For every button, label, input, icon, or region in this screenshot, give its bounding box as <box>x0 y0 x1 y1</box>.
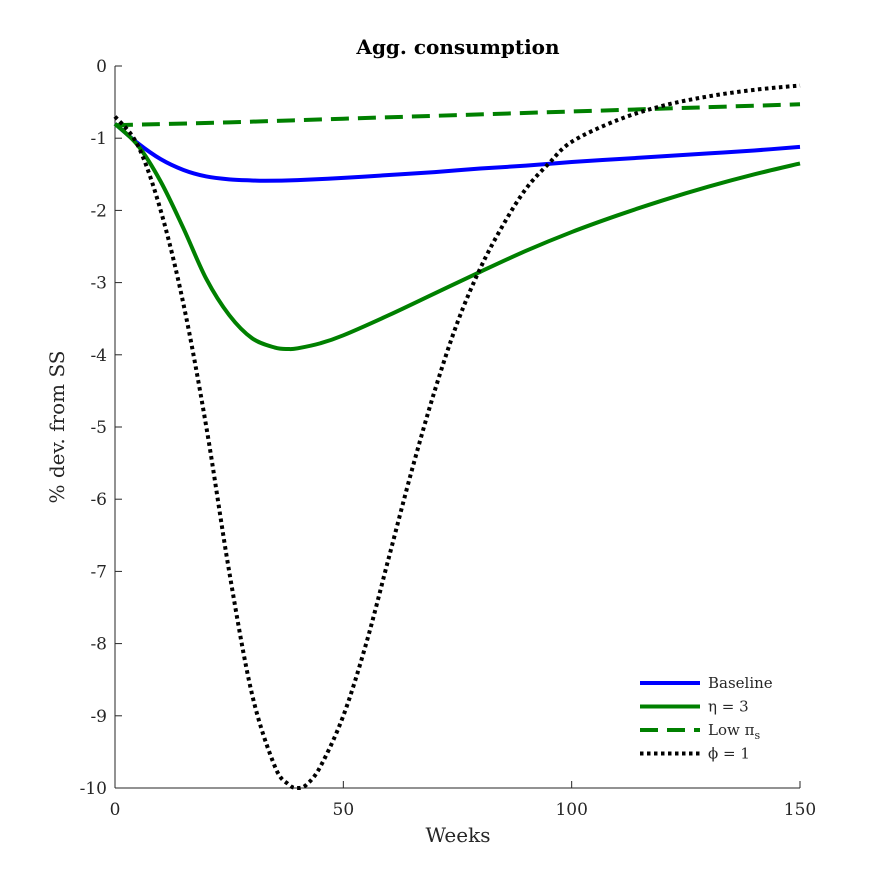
series-line-4 <box>113 83 801 791</box>
y-tick-label: -2 <box>90 201 107 221</box>
x-tick-label: 150 <box>784 800 816 820</box>
x-axis-title: Weeks <box>426 823 491 847</box>
y-tick-label: -3 <box>90 274 107 294</box>
y-tick-label: -7 <box>90 562 107 582</box>
series-line-1 <box>113 122 801 183</box>
y-tick-label: -6 <box>90 490 107 510</box>
y-tick-label: 0 <box>96 57 107 77</box>
legend-label: Low πs <box>708 721 760 742</box>
legend-label: η = 3 <box>708 698 749 716</box>
y-tick-label: -5 <box>90 418 107 438</box>
series-group <box>113 83 801 791</box>
y-tick-label: -4 <box>90 346 107 366</box>
axes: 0-1-2-3-4-5-6-7-8-9-100 50 100 150 <box>80 57 817 820</box>
y-axis-title: % dev. from SS <box>45 350 69 503</box>
x-tick-label: 0 <box>110 800 121 820</box>
legend-label: ϕ = 1 <box>708 745 750 763</box>
series-line-2 <box>113 122 801 352</box>
y-tick-label: -8 <box>90 635 107 655</box>
y-tick-label: -1 <box>90 129 107 149</box>
legend: Baseline η = 3 Low πs ϕ = 1 <box>640 674 773 763</box>
x-tick-label: 50 <box>333 800 355 820</box>
y-tick-label: -10 <box>80 779 107 799</box>
x-tick-label: 100 <box>555 800 587 820</box>
legend-label-subscript: s <box>754 729 760 742</box>
series-line-3 <box>114 102 801 128</box>
chart-title: Agg. consumption <box>355 35 560 59</box>
legend-label: Baseline <box>708 674 773 692</box>
y-tick-label: -9 <box>90 707 107 727</box>
